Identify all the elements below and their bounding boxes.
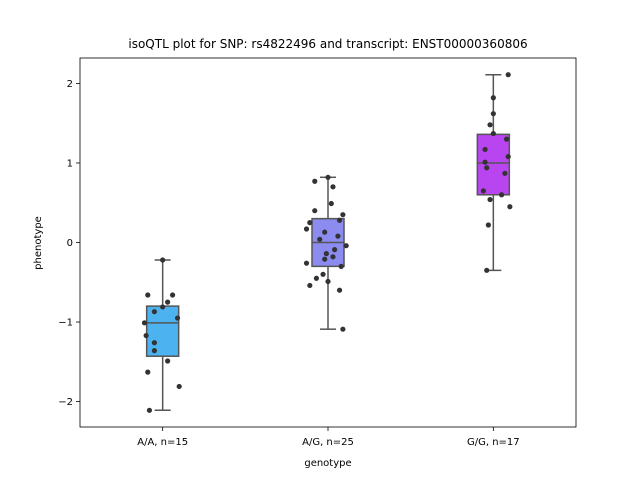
data-point bbox=[484, 165, 490, 171]
x-tick-label: G/G, n=17 bbox=[467, 437, 520, 448]
x-tick-label: A/A, n=15 bbox=[137, 437, 188, 448]
data-point bbox=[505, 72, 511, 78]
data-point bbox=[174, 315, 181, 321]
data-point bbox=[330, 254, 336, 260]
data-point bbox=[151, 309, 157, 315]
data-point bbox=[322, 256, 328, 262]
data-point bbox=[485, 222, 491, 228]
data-point bbox=[335, 233, 341, 239]
data-point bbox=[145, 292, 151, 298]
data-point bbox=[490, 130, 496, 137]
plot-area: −2 −1 0 1 2 A/A, n=15 A/G, n=25 G/G, n=17 bbox=[58, 57, 577, 448]
data-point bbox=[340, 212, 346, 218]
data-point bbox=[317, 236, 323, 242]
data-point bbox=[328, 200, 334, 207]
data-point bbox=[143, 332, 149, 339]
data-point bbox=[307, 220, 313, 226]
data-point bbox=[490, 95, 496, 101]
data-point bbox=[165, 358, 171, 364]
data-point bbox=[312, 208, 318, 214]
data-point bbox=[325, 278, 331, 285]
data-point bbox=[313, 275, 320, 281]
data-point bbox=[487, 122, 493, 128]
data-point bbox=[320, 271, 326, 277]
data-point bbox=[322, 229, 328, 235]
data-point bbox=[330, 184, 336, 190]
data-point bbox=[307, 282, 313, 289]
data-point bbox=[507, 204, 513, 210]
y-tick-label: 0 bbox=[67, 238, 73, 249]
y-tick-label: 1 bbox=[67, 158, 73, 169]
data-point bbox=[176, 383, 182, 390]
y-axis-label: phenotype bbox=[33, 216, 44, 270]
data-point bbox=[160, 304, 166, 310]
data-point bbox=[480, 188, 487, 194]
y-tick-label: −1 bbox=[58, 318, 73, 329]
x-tick-label: A/G, n=25 bbox=[302, 437, 354, 448]
plot-frame bbox=[79, 57, 577, 428]
data-point bbox=[160, 257, 166, 263]
data-point bbox=[482, 146, 488, 153]
data-point bbox=[338, 263, 344, 269]
data-point bbox=[482, 159, 488, 165]
box bbox=[145, 305, 180, 357]
data-point bbox=[336, 287, 343, 293]
data-point bbox=[151, 348, 157, 354]
data-point bbox=[502, 170, 508, 176]
data-point bbox=[303, 226, 310, 232]
data-point bbox=[312, 178, 318, 184]
data-point bbox=[499, 192, 505, 198]
x-axis-label: genotype bbox=[304, 458, 351, 469]
data-point bbox=[340, 326, 346, 332]
data-point bbox=[145, 369, 151, 375]
data-point bbox=[323, 251, 329, 257]
data-point bbox=[169, 292, 176, 298]
data-point bbox=[490, 111, 496, 117]
data-point bbox=[303, 260, 310, 266]
data-point bbox=[503, 136, 510, 142]
data-point bbox=[484, 267, 490, 273]
y-tick-label: 2 bbox=[67, 79, 73, 90]
data-point bbox=[332, 247, 338, 253]
data-point bbox=[325, 174, 331, 180]
data-point bbox=[343, 243, 349, 249]
data-point bbox=[151, 340, 157, 346]
data-point bbox=[141, 320, 148, 326]
data-point bbox=[505, 154, 511, 160]
data-point bbox=[165, 299, 171, 305]
data-point bbox=[487, 196, 493, 203]
chart-title: isoQTL plot for SNP: rs4822496 and trans… bbox=[128, 37, 527, 51]
data-point bbox=[336, 217, 343, 223]
y-tick-label: −2 bbox=[58, 397, 73, 408]
box bbox=[476, 133, 511, 196]
data-point bbox=[146, 407, 153, 413]
